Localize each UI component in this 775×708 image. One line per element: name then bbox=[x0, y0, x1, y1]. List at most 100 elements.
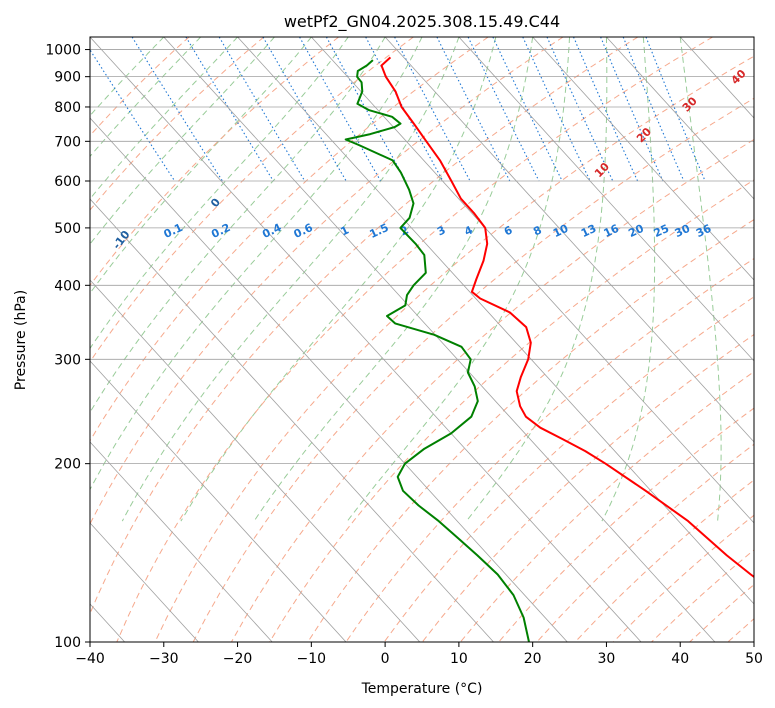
moist-adiabat-line bbox=[601, 37, 656, 522]
isotherm-line bbox=[90, 360, 347, 642]
y-axis-label: Pressure (hPa) bbox=[13, 290, 29, 390]
moist-adiabat-line bbox=[90, 37, 349, 350]
dry-adiabat-line bbox=[230, 138, 754, 642]
moist-adiabat-line bbox=[180, 37, 497, 522]
isobar-gridlines bbox=[90, 49, 754, 642]
dry-adiabats bbox=[90, 37, 754, 642]
y-tick-label: 900 bbox=[54, 70, 81, 86]
moist-adiabat-line bbox=[90, 37, 165, 117]
x-tick-label: −40 bbox=[75, 651, 105, 667]
y-tick-label: 100 bbox=[54, 635, 81, 651]
dry-adiabat-line bbox=[689, 583, 754, 642]
dry-adiabat-line bbox=[154, 55, 754, 642]
moist-adiabat-line bbox=[121, 37, 460, 522]
moist-adiabat-line bbox=[679, 37, 722, 522]
isotherm-line bbox=[753, 37, 754, 38]
dry-adiabat-line bbox=[90, 37, 564, 526]
dry-adiabat-line bbox=[536, 443, 754, 642]
mixing-ratio-label: 30 bbox=[673, 222, 693, 240]
mixing-ratio-line bbox=[492, 37, 563, 182]
isotherm-lines bbox=[90, 37, 754, 642]
isotherm-line bbox=[90, 117, 568, 642]
x-tick-label: 20 bbox=[524, 651, 542, 667]
background-line-labels: 0.10.20.40.611.52346810131620253036-100-… bbox=[23, 67, 749, 289]
mixing-ratio-label: 1 bbox=[338, 223, 350, 238]
y-axis-ticks: 1000 900 800 700 600 500 400 300 200 100 bbox=[45, 43, 90, 651]
x-tick-label: 50 bbox=[745, 651, 763, 667]
dry-adiabat-line bbox=[192, 97, 754, 642]
moist-adiabat-line bbox=[90, 37, 312, 295]
moist-adiabat-line bbox=[347, 37, 571, 522]
mixing-ratio-label: 0.2 bbox=[209, 221, 232, 241]
mixing-ratio-label: 25 bbox=[652, 222, 671, 240]
x-tick-label: −20 bbox=[223, 651, 253, 667]
moist-adiabat-line bbox=[90, 37, 238, 200]
isotherm-line bbox=[90, 522, 199, 642]
theta-label: -20 bbox=[23, 265, 46, 289]
moist-adiabat-line bbox=[253, 37, 534, 522]
moist-adiabat-line bbox=[466, 37, 608, 522]
x-tick-label: −10 bbox=[297, 651, 327, 667]
dry-adiabat-line bbox=[90, 37, 639, 615]
mixing-ratio-lines bbox=[90, 37, 706, 182]
moist-adiabats bbox=[90, 37, 722, 522]
dry-adiabat-line bbox=[90, 37, 489, 442]
dry-adiabat-line bbox=[90, 37, 190, 137]
dry-adiabat-line bbox=[90, 37, 339, 287]
theta-label: 0 bbox=[208, 196, 223, 210]
mixing-ratio-label: 6 bbox=[502, 223, 515, 238]
dewpoint-profile-line bbox=[344, 59, 530, 642]
x-axis-ticks: −40 −30 −20 −10 0 10 20 30 40 50 bbox=[75, 642, 763, 667]
mixing-ratio-line bbox=[218, 37, 306, 182]
y-tick-label: 300 bbox=[54, 352, 81, 368]
mixing-ratio-label: 0.6 bbox=[292, 221, 315, 241]
mixing-ratio-label: 36 bbox=[694, 222, 714, 240]
y-tick-label: 200 bbox=[54, 457, 81, 473]
isotherm-line bbox=[163, 37, 716, 642]
mixing-ratio-line bbox=[436, 37, 511, 182]
mixing-ratio-label: 0.1 bbox=[162, 221, 185, 241]
mixing-ratio-line bbox=[185, 37, 274, 182]
y-tick-label: 600 bbox=[54, 174, 81, 190]
isotherm-line bbox=[237, 37, 754, 605]
dry-adiabat-line bbox=[116, 37, 713, 642]
mixing-ratio-label: 3 bbox=[435, 223, 447, 238]
dry-adiabat-line bbox=[90, 37, 265, 211]
dry-adiabat-line bbox=[574, 479, 754, 642]
x-tick-label: 40 bbox=[671, 651, 689, 667]
theta-e-label: 10 bbox=[592, 160, 612, 180]
dry-adiabat-line bbox=[498, 407, 754, 642]
isotherm-line bbox=[679, 37, 754, 119]
dry-adiabat-line bbox=[460, 371, 754, 642]
moist-adiabat-line bbox=[90, 37, 386, 414]
mixing-ratio-line bbox=[622, 37, 685, 182]
dry-adiabat-line bbox=[90, 37, 414, 363]
x-tick-label: 30 bbox=[598, 651, 616, 667]
mixing-ratio-label: 20 bbox=[626, 222, 646, 240]
mixing-ratio-label: 8 bbox=[531, 223, 543, 238]
y-tick-label: 1000 bbox=[45, 43, 81, 59]
isotherm-line bbox=[311, 37, 754, 524]
mixing-ratio-line bbox=[522, 37, 591, 182]
mixing-ratio-label: 1.5 bbox=[368, 221, 391, 241]
mixing-ratio-line bbox=[131, 37, 223, 182]
x-tick-label: 0 bbox=[381, 651, 390, 667]
dry-adiabat-line bbox=[345, 257, 754, 642]
mixing-ratio-label: 13 bbox=[579, 222, 598, 240]
mixing-ratio-line bbox=[467, 37, 540, 182]
x-tick-label: 10 bbox=[450, 651, 468, 667]
isotherm-line bbox=[606, 37, 754, 200]
mixing-ratio-line bbox=[645, 37, 706, 182]
x-axis-label: Temperature (°C) bbox=[361, 681, 483, 697]
temperature-profile-line bbox=[380, 56, 754, 579]
y-tick-label: 800 bbox=[54, 100, 81, 116]
y-tick-label: 400 bbox=[54, 278, 81, 294]
theta-label: -10 bbox=[110, 228, 133, 252]
isotherm-line bbox=[458, 37, 754, 362]
isotherm-line bbox=[532, 37, 754, 281]
mixing-ratio-label: 10 bbox=[551, 222, 571, 240]
mixing-ratio-line bbox=[394, 37, 471, 182]
moist-adiabat-line bbox=[90, 37, 202, 158]
moist-adiabat-line bbox=[90, 37, 423, 491]
